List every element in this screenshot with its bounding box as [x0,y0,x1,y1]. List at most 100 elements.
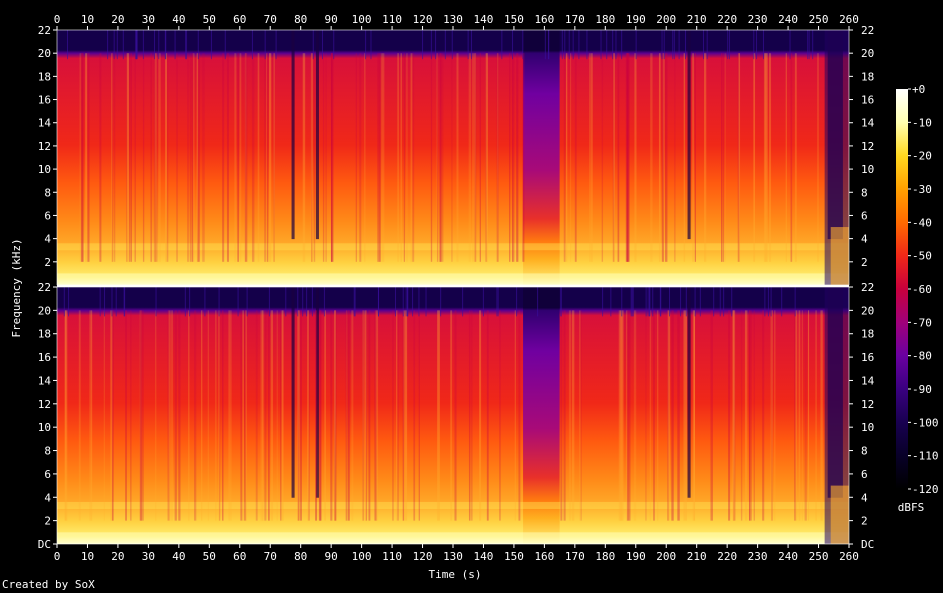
texture-line [251,53,255,262]
y-tick-label-right: 16 [861,351,874,364]
texture-line [276,310,278,521]
hf-streak [781,287,783,317]
colorbar-tick-label: -30 [912,183,932,196]
texture-line [412,53,415,262]
texture-line [580,310,582,521]
texture-line [315,310,318,521]
x-tick-label-bottom: 260 [839,550,859,563]
hf-streak [652,287,654,317]
hf-streak [727,30,729,60]
hf-streak [185,30,187,60]
y-tick-label-left: 14 [38,117,52,130]
texture-line [308,310,310,521]
texture-line [400,53,402,262]
texture-line [468,310,471,521]
hf-streak [323,287,325,317]
texture-line [111,310,114,521]
texture-line [474,53,477,262]
x-tick-label-top: 30 [142,13,155,26]
texture-line [471,310,473,521]
texture-line [439,53,442,262]
texture-line [128,53,131,262]
hf-streak [767,287,769,317]
texture-line [85,53,87,262]
texture-line [662,53,665,262]
texture-line [324,310,326,521]
hf-streak [663,30,665,60]
texture-line [150,53,153,262]
hf-streak [680,287,682,317]
texture-line [768,53,772,262]
y-tick-label-right: 10 [861,421,874,434]
hf-streak [268,287,270,317]
texture-line [620,310,622,521]
texture-line [798,310,801,521]
texture-line [704,53,707,262]
texture-line [487,310,489,521]
texture-line [770,310,774,521]
texture-line [397,53,399,262]
colorbar-tick-label: -110 [912,450,939,463]
texture-line [364,310,367,521]
texture-line [130,310,132,521]
texture-line [310,53,314,262]
texture-line [795,53,797,262]
y-tick-label-right: 6 [861,468,868,481]
texture-line [355,53,357,262]
texture-line [228,310,230,521]
texture-line [722,53,725,262]
texture-line [626,310,628,521]
x-tick-label-bottom: 30 [142,550,155,563]
texture-line [125,310,127,521]
texture-line [325,53,327,262]
texture-line [522,53,525,262]
hf-streak [224,30,226,60]
x-tick-label-top: 250 [809,13,829,26]
x-tick-label-bottom: 140 [474,550,494,563]
hf-streak [610,287,612,317]
texture-line [267,53,269,262]
tail-low [830,485,849,544]
hf-streak [621,287,623,317]
y-tick-label-right: 8 [861,186,868,199]
x-tick-label-bottom: 10 [81,550,94,563]
tail-low [830,227,849,285]
texture-line [174,310,177,521]
colorbar-tick-label: -10 [912,116,932,129]
y-tick-label-right: 4 [861,233,868,246]
texture-line [612,53,615,262]
hf-streak [544,30,546,60]
y-tick-label-right: 6 [861,209,868,222]
quiet-segment [523,30,560,285]
texture-line [222,310,224,521]
hf-streak [728,30,730,60]
channel-separator [57,285,849,287]
x-tick-label-top: 40 [172,13,185,26]
texture-line [270,310,274,521]
hf-streak [647,287,649,317]
texture-line [242,310,244,521]
hf-streak [762,30,764,60]
texture-line [78,310,81,521]
hf-streak [470,30,472,60]
texture-line [374,310,377,521]
spectrogram-channel-2 [56,286,850,545]
x-tick-label-bottom: 70 [264,550,277,563]
x-tick-label-top: 210 [687,13,707,26]
hf-streak [673,30,675,60]
texture-line [514,310,516,521]
texture-line [496,53,499,262]
x-tick-label-top: 230 [748,13,768,26]
texture-line [671,310,674,521]
texture-line [171,310,173,521]
y-tick-label-left: 12 [38,398,51,411]
texture-line [333,310,336,521]
texture-line [499,310,501,521]
texture-line [574,53,577,262]
texture-line [794,53,797,262]
hf-streak [135,30,137,60]
texture-line [807,310,810,521]
texture-line [744,310,748,521]
texture-line [693,310,696,521]
